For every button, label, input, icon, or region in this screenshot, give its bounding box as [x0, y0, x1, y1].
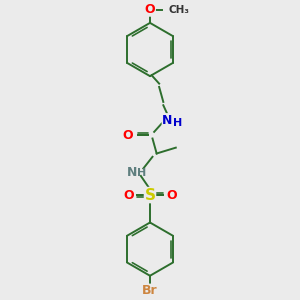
Text: CH₃: CH₃: [168, 4, 189, 15]
Text: O: O: [123, 189, 134, 202]
Text: O: O: [122, 129, 133, 142]
Text: N: N: [127, 166, 137, 179]
Text: N: N: [162, 114, 173, 127]
Text: H: H: [173, 118, 182, 128]
Text: H: H: [137, 168, 146, 178]
Text: O: O: [145, 3, 155, 16]
Text: O: O: [166, 189, 177, 202]
Text: S: S: [145, 188, 155, 202]
Text: Br: Br: [142, 284, 158, 297]
